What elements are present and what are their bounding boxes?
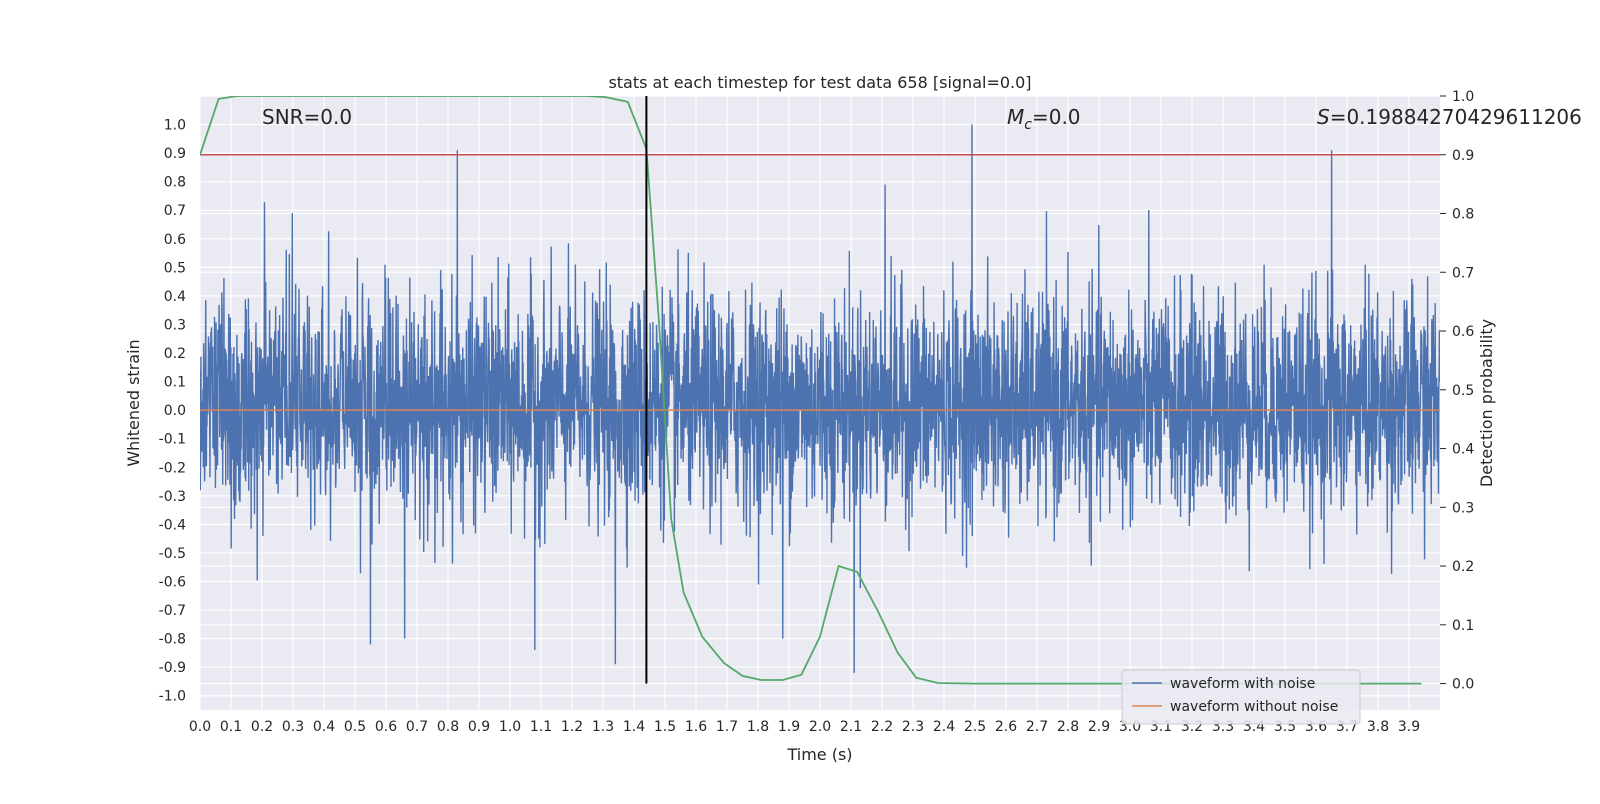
y-tick-label: 0.7 [164,203,186,219]
y-tick-label: -0.6 [159,574,186,590]
x-tick-label: 1.8 [747,719,769,735]
x-tick-label: 2.5 [964,719,986,735]
y-tick-label: -0.5 [159,546,186,562]
x-tick-label: 1.4 [623,719,645,735]
x-tick-label: 1.0 [499,719,521,735]
x-tick-label: 3.8 [1367,719,1389,735]
y2-tick-label: 0.3 [1452,500,1474,516]
legend-box [1121,669,1361,725]
y-tick-label: 0.9 [164,146,186,162]
y-tick-label: -0.2 [159,460,186,476]
y-axis-label: Whitened strain [124,339,143,466]
y-tick-label: -0.1 [159,432,186,448]
x-tick-label: 0.3 [282,719,304,735]
y-tick-label: -0.4 [159,517,186,533]
x-tick-label: 2.4 [933,719,955,735]
y-tick-label: -1.0 [159,689,186,705]
x-tick-label: 1.2 [561,719,583,735]
y-tick-label: 0.5 [164,260,186,276]
y-tick-label: 0.4 [164,289,186,305]
legend-label-clean: waveform without noise [1170,699,1338,715]
x-tick-label: 2.3 [902,719,924,735]
x-tick-label: 0.9 [468,719,490,735]
y2-tick-label: 0.6 [1452,324,1474,340]
y-tick-labels: -1.0 -0.9 -0.8 -0.7 -0.6 -0.5 -0.4 -0.3 -0.2 -0.1… [159,118,186,705]
x-tick-label: 0.0 [189,719,211,735]
y2-tick-label: 0.8 [1452,207,1474,223]
x-tick-label: 1.9 [778,719,800,735]
mc-annotation: Mc=0.0 [1007,105,1081,133]
x-tick-label: 0.2 [251,719,273,735]
y-tick-label: -0.3 [159,489,186,505]
x-tick-label: 1.5 [654,719,676,735]
x-tick-label: 3.9 [1398,719,1420,735]
y-tick-label: 0.2 [164,346,186,362]
snr-annotation: SNR=0.0 [262,105,352,129]
x-tick-label: 1.1 [530,719,552,735]
y-tick-label: -0.7 [159,603,186,619]
y-tick-label: 0.0 [164,403,186,419]
x-tick-label: 2.7 [1026,719,1048,735]
y-tick-label: 0.1 [164,375,186,391]
series-detection-probability [200,96,1422,685]
series-waveform-with-noise [200,124,1440,673]
y2-tick-label: 0.5 [1452,383,1474,399]
legend: waveform with noise waveform without noi… [1121,669,1361,725]
x-tick-label: 0.5 [344,719,366,735]
legend-label-noise: waveform with noise [1170,676,1315,692]
y2-tick-labels: 0.0 0.1 0.2 0.3 0.4 0.5 0.6 0.7 0.8 0.9 1.0 [1452,89,1474,693]
y-tick-label: 0.3 [164,317,186,333]
x-tick-label: 2.6 [995,719,1017,735]
x-tick-label: 0.4 [313,719,335,735]
x-tick-label: 2.9 [1088,719,1110,735]
x-tick-label: 1.3 [592,719,614,735]
x-tick-label: 2.1 [840,719,862,735]
y-tick-label: -0.8 [159,632,186,648]
plot-area [200,96,1440,685]
x-tick-label: 2.2 [871,719,893,735]
y-tick-label: 1.0 [164,118,186,134]
y2-axis-label: Detection probability [1477,319,1496,487]
y2-tick-label: 0.9 [1452,148,1474,164]
x-tick-label: 2.8 [1057,719,1079,735]
y2-tick-label: 0.1 [1452,618,1474,634]
chart-title: stats at each timestep for test data 658… [608,73,1031,92]
y-tick-label: 0.6 [164,232,186,248]
y2-tick-label: 1.0 [1452,89,1474,105]
y2-tick-label: 0.0 [1452,677,1474,693]
x-tick-label: 1.7 [716,719,738,735]
y-tick-label: -0.9 [159,660,186,676]
x-tick-labels: 0.0 0.1 0.2 0.3 0.4 0.5 0.6 0.7 0.8 0.9 1.0 1.1 1.2 1… [189,719,1420,735]
x-tick-label: 0.8 [437,719,459,735]
y-tick-label: 0.8 [164,175,186,191]
x-tick-label: 2.0 [809,719,831,735]
y2-tick-label: 0.2 [1452,559,1474,575]
x-tick-label: 0.7 [406,719,428,735]
x-axis-label: Time (s) [786,745,852,764]
x-tick-label: 0.1 [220,719,242,735]
y2-tick-label: 0.4 [1452,442,1474,458]
x-tick-label: 0.6 [375,719,397,735]
y2-tick-label: 0.7 [1452,265,1474,281]
s-annotation: S=0.19884270429611206 [1317,105,1582,129]
x-tick-label: 1.6 [685,719,707,735]
